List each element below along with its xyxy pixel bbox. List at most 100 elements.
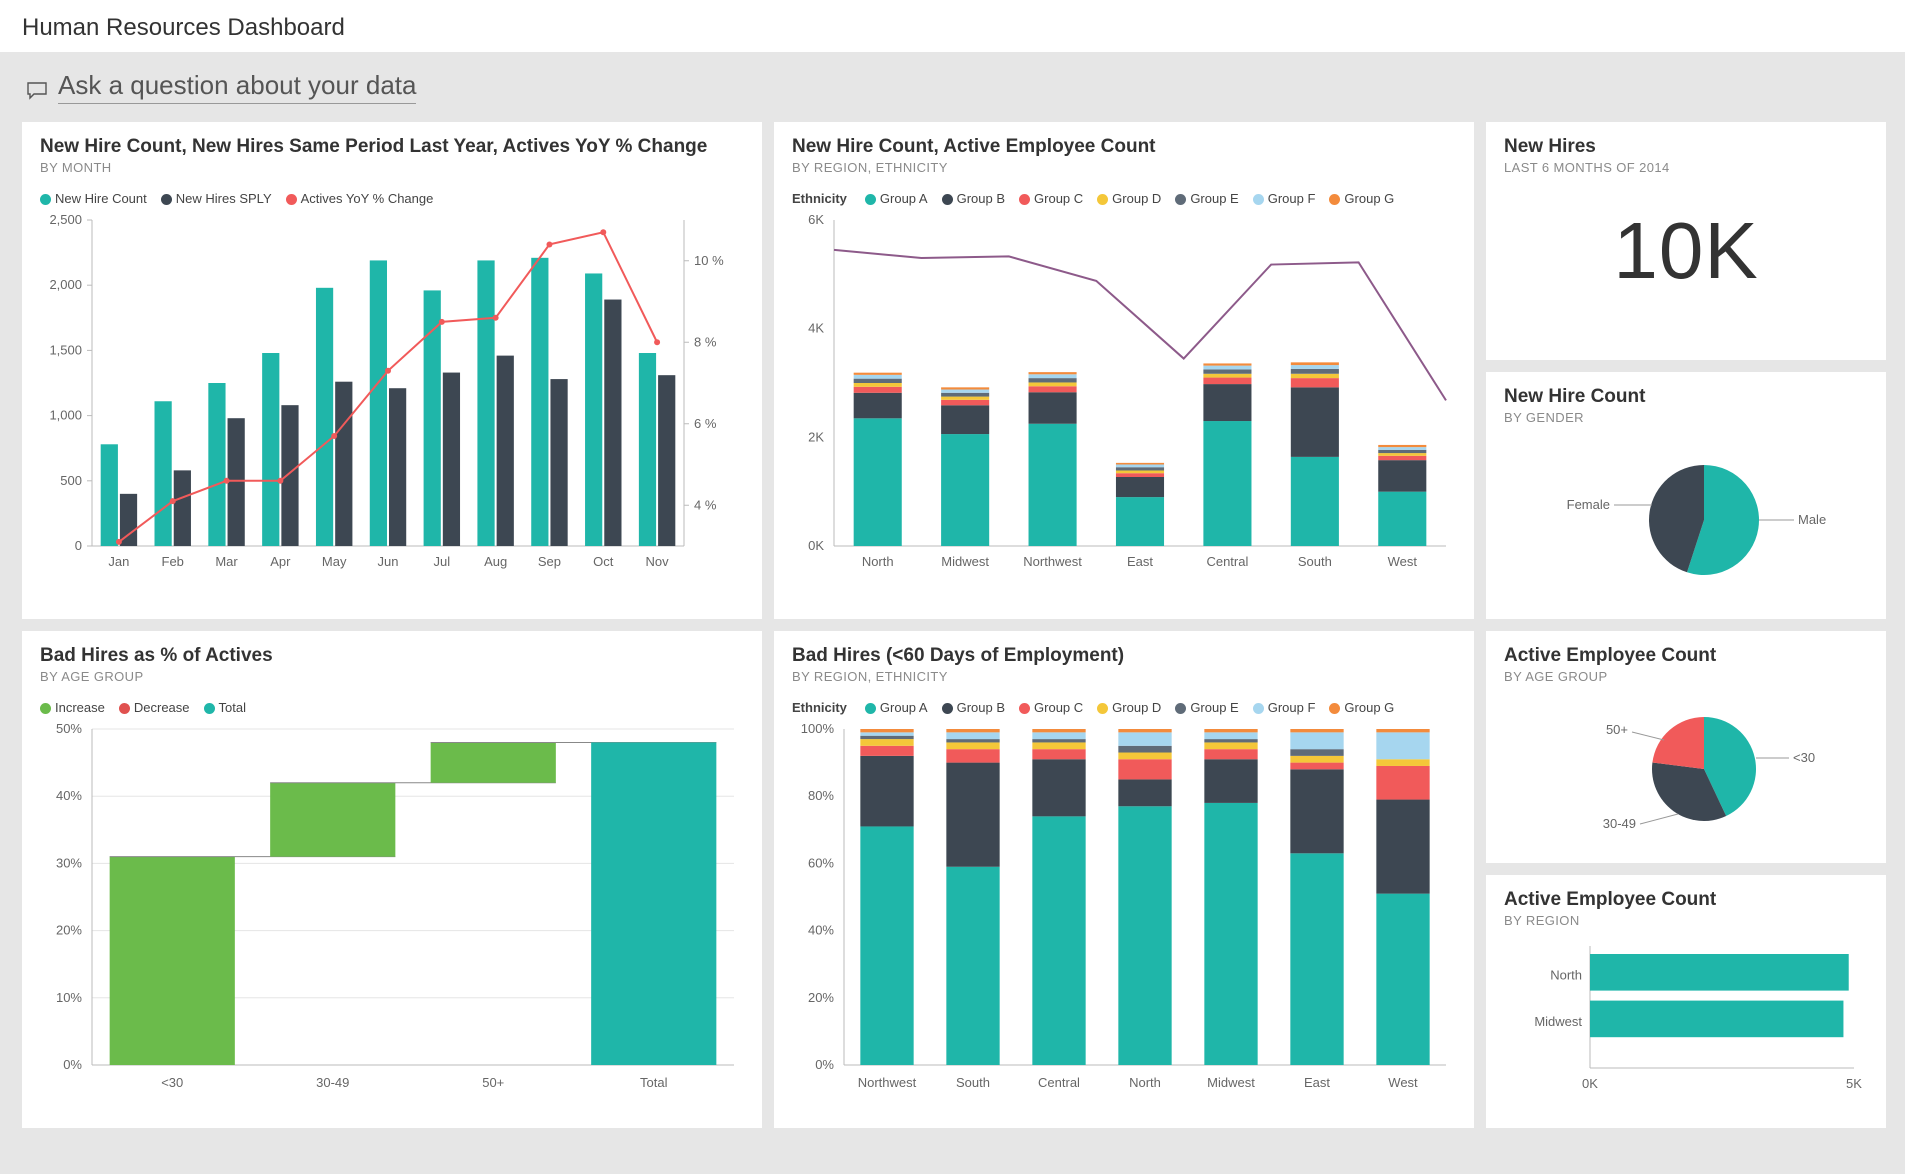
svg-text:30-49: 30-49 (316, 1075, 349, 1090)
bar-region-chart: 0K5KNorthMidwest (1504, 928, 1868, 1098)
svg-text:Jan: Jan (108, 554, 129, 569)
svg-text:Total: Total (640, 1075, 668, 1090)
svg-text:1,000: 1,000 (49, 408, 82, 423)
chat-icon (26, 77, 48, 97)
qna-ask-bar[interactable]: Ask a question about your data (0, 52, 1905, 110)
svg-text:<30: <30 (1793, 750, 1815, 765)
tile-subtitle: LAST 6 MONTHS OF 2014 (1504, 160, 1868, 175)
svg-text:Aug: Aug (484, 554, 507, 569)
svg-text:6 %: 6 % (694, 416, 717, 431)
svg-text:1,500: 1,500 (49, 342, 82, 357)
legend-item: Decrease (119, 700, 190, 715)
svg-text:Female: Female (1567, 497, 1610, 512)
kpi-value: 10K (1504, 205, 1868, 297)
svg-text:<30: <30 (161, 1075, 183, 1090)
legend: Increase Decrease Total (40, 700, 744, 715)
svg-text:Midwest: Midwest (941, 554, 989, 569)
tile-title: Bad Hires (<60 Days of Employment) (792, 645, 1456, 667)
svg-text:40%: 40% (56, 788, 82, 803)
tile-title: New Hires (1504, 136, 1868, 158)
svg-text:4K: 4K (808, 321, 824, 336)
svg-text:Feb: Feb (162, 554, 184, 569)
svg-text:Midwest: Midwest (1207, 1075, 1255, 1090)
legend-item: New Hire Count (40, 191, 147, 206)
page-title: Human Resources Dashboard (0, 0, 1905, 52)
tile-subtitle: BY REGION (1504, 913, 1868, 928)
tile-pie-age[interactable]: Active Employee Count BY AGE GROUP <3030… (1486, 631, 1886, 863)
svg-text:West: West (1388, 1075, 1418, 1090)
svg-text:8 %: 8 % (694, 334, 717, 349)
svg-text:Northwest: Northwest (858, 1075, 917, 1090)
legend-item: Group C (1019, 700, 1083, 715)
svg-text:0K: 0K (808, 538, 824, 553)
svg-text:Male: Male (1798, 512, 1826, 527)
tile-monthly-hires[interactable]: New Hire Count, New Hires Same Period La… (22, 122, 762, 619)
tile-kpi-newhires[interactable]: New Hires LAST 6 MONTHS OF 2014 10K (1486, 122, 1886, 360)
legend-item: Group E (1175, 700, 1238, 715)
tile-region-active[interactable]: New Hire Count, Active Employee Count BY… (774, 122, 1474, 619)
svg-text:East: East (1127, 554, 1153, 569)
svg-text:Jul: Jul (434, 554, 451, 569)
pie-age-chart: <3030-4950+ (1504, 684, 1868, 844)
legend-item: Increase (40, 700, 105, 715)
svg-text:30%: 30% (56, 855, 82, 870)
svg-text:20%: 20% (808, 990, 834, 1005)
tile-bar-region[interactable]: Active Employee Count BY REGION 0K5KNort… (1486, 875, 1886, 1128)
svg-text:Mar: Mar (215, 554, 238, 569)
svg-text:North: North (1129, 1075, 1161, 1090)
svg-text:100%: 100% (801, 721, 835, 736)
legend: New Hire CountNew Hires SPLYActives YoY … (40, 191, 744, 206)
legend: EthnicityGroup AGroup BGroup CGroup DGro… (792, 700, 1456, 715)
svg-text:Apr: Apr (270, 554, 291, 569)
ask-prompt-text: Ask a question about your data (58, 70, 416, 104)
legend-item: Group D (1097, 191, 1161, 206)
legend-item: Group G (1329, 700, 1394, 715)
legend-item: Total (204, 700, 246, 715)
svg-text:0%: 0% (63, 1057, 82, 1072)
svg-text:Central: Central (1038, 1075, 1080, 1090)
tile-title: Active Employee Count (1504, 889, 1868, 911)
legend-item: Group F (1253, 191, 1316, 206)
legend-item: Group C (1019, 191, 1083, 206)
legend-item: Group B (942, 700, 1005, 715)
tile-title: New Hire Count (1504, 386, 1868, 408)
tile-title: Bad Hires as % of Actives (40, 645, 744, 667)
tile-badhires-100[interactable]: Bad Hires (<60 Days of Employment) BY RE… (774, 631, 1474, 1128)
tile-subtitle: BY GENDER (1504, 410, 1868, 425)
tile-subtitle: BY AGE GROUP (40, 669, 744, 684)
pie-gender-chart: Male Female (1504, 425, 1868, 595)
tile-subtitle: BY MONTH (40, 160, 744, 175)
svg-text:0K: 0K (1582, 1076, 1598, 1091)
tile-subtitle: BY REGION, ETHNICITY (792, 669, 1456, 684)
tile-subtitle: BY AGE GROUP (1504, 669, 1868, 684)
legend-item: Group A (865, 700, 928, 715)
svg-text:10 %: 10 % (694, 253, 724, 268)
svg-text:50+: 50+ (482, 1075, 504, 1090)
svg-text:South: South (1298, 554, 1332, 569)
legend-item: Group G (1329, 191, 1394, 206)
svg-text:East: East (1304, 1075, 1330, 1090)
svg-text:Nov: Nov (646, 554, 670, 569)
svg-text:Northwest: Northwest (1023, 554, 1082, 569)
svg-text:Central: Central (1206, 554, 1248, 569)
tile-subtitle: BY REGION, ETHNICITY (792, 160, 1456, 175)
legend-item: Group F (1253, 700, 1316, 715)
svg-text:2,500: 2,500 (49, 212, 82, 227)
badhires-100-chart: 0%20%40%60%80%100%NorthwestSouthCentralN… (792, 719, 1456, 1099)
svg-text:South: South (956, 1075, 990, 1090)
legend-item: Group E (1175, 191, 1238, 206)
legend-item: Group D (1097, 700, 1161, 715)
tile-title: New Hire Count, New Hires Same Period La… (40, 136, 744, 158)
tile-badhires-pct[interactable]: Bad Hires as % of Actives BY AGE GROUP I… (22, 631, 762, 1128)
svg-text:30-49: 30-49 (1603, 816, 1636, 831)
tile-pie-gender[interactable]: New Hire Count BY GENDER Male Female (1486, 372, 1886, 619)
legend: EthnicityGroup AGroup BGroup CGroup DGro… (792, 191, 1456, 206)
legend-item: New Hires SPLY (161, 191, 272, 206)
svg-text:May: May (322, 554, 347, 569)
svg-text:2,000: 2,000 (49, 277, 82, 292)
svg-text:40%: 40% (808, 923, 834, 938)
svg-text:50%: 50% (56, 721, 82, 736)
tile-title: New Hire Count, Active Employee Count (792, 136, 1456, 158)
waterfall-chart: 0%10%20%30%40%50%<3030-4950+Total (40, 719, 744, 1099)
svg-text:North: North (1550, 968, 1582, 983)
